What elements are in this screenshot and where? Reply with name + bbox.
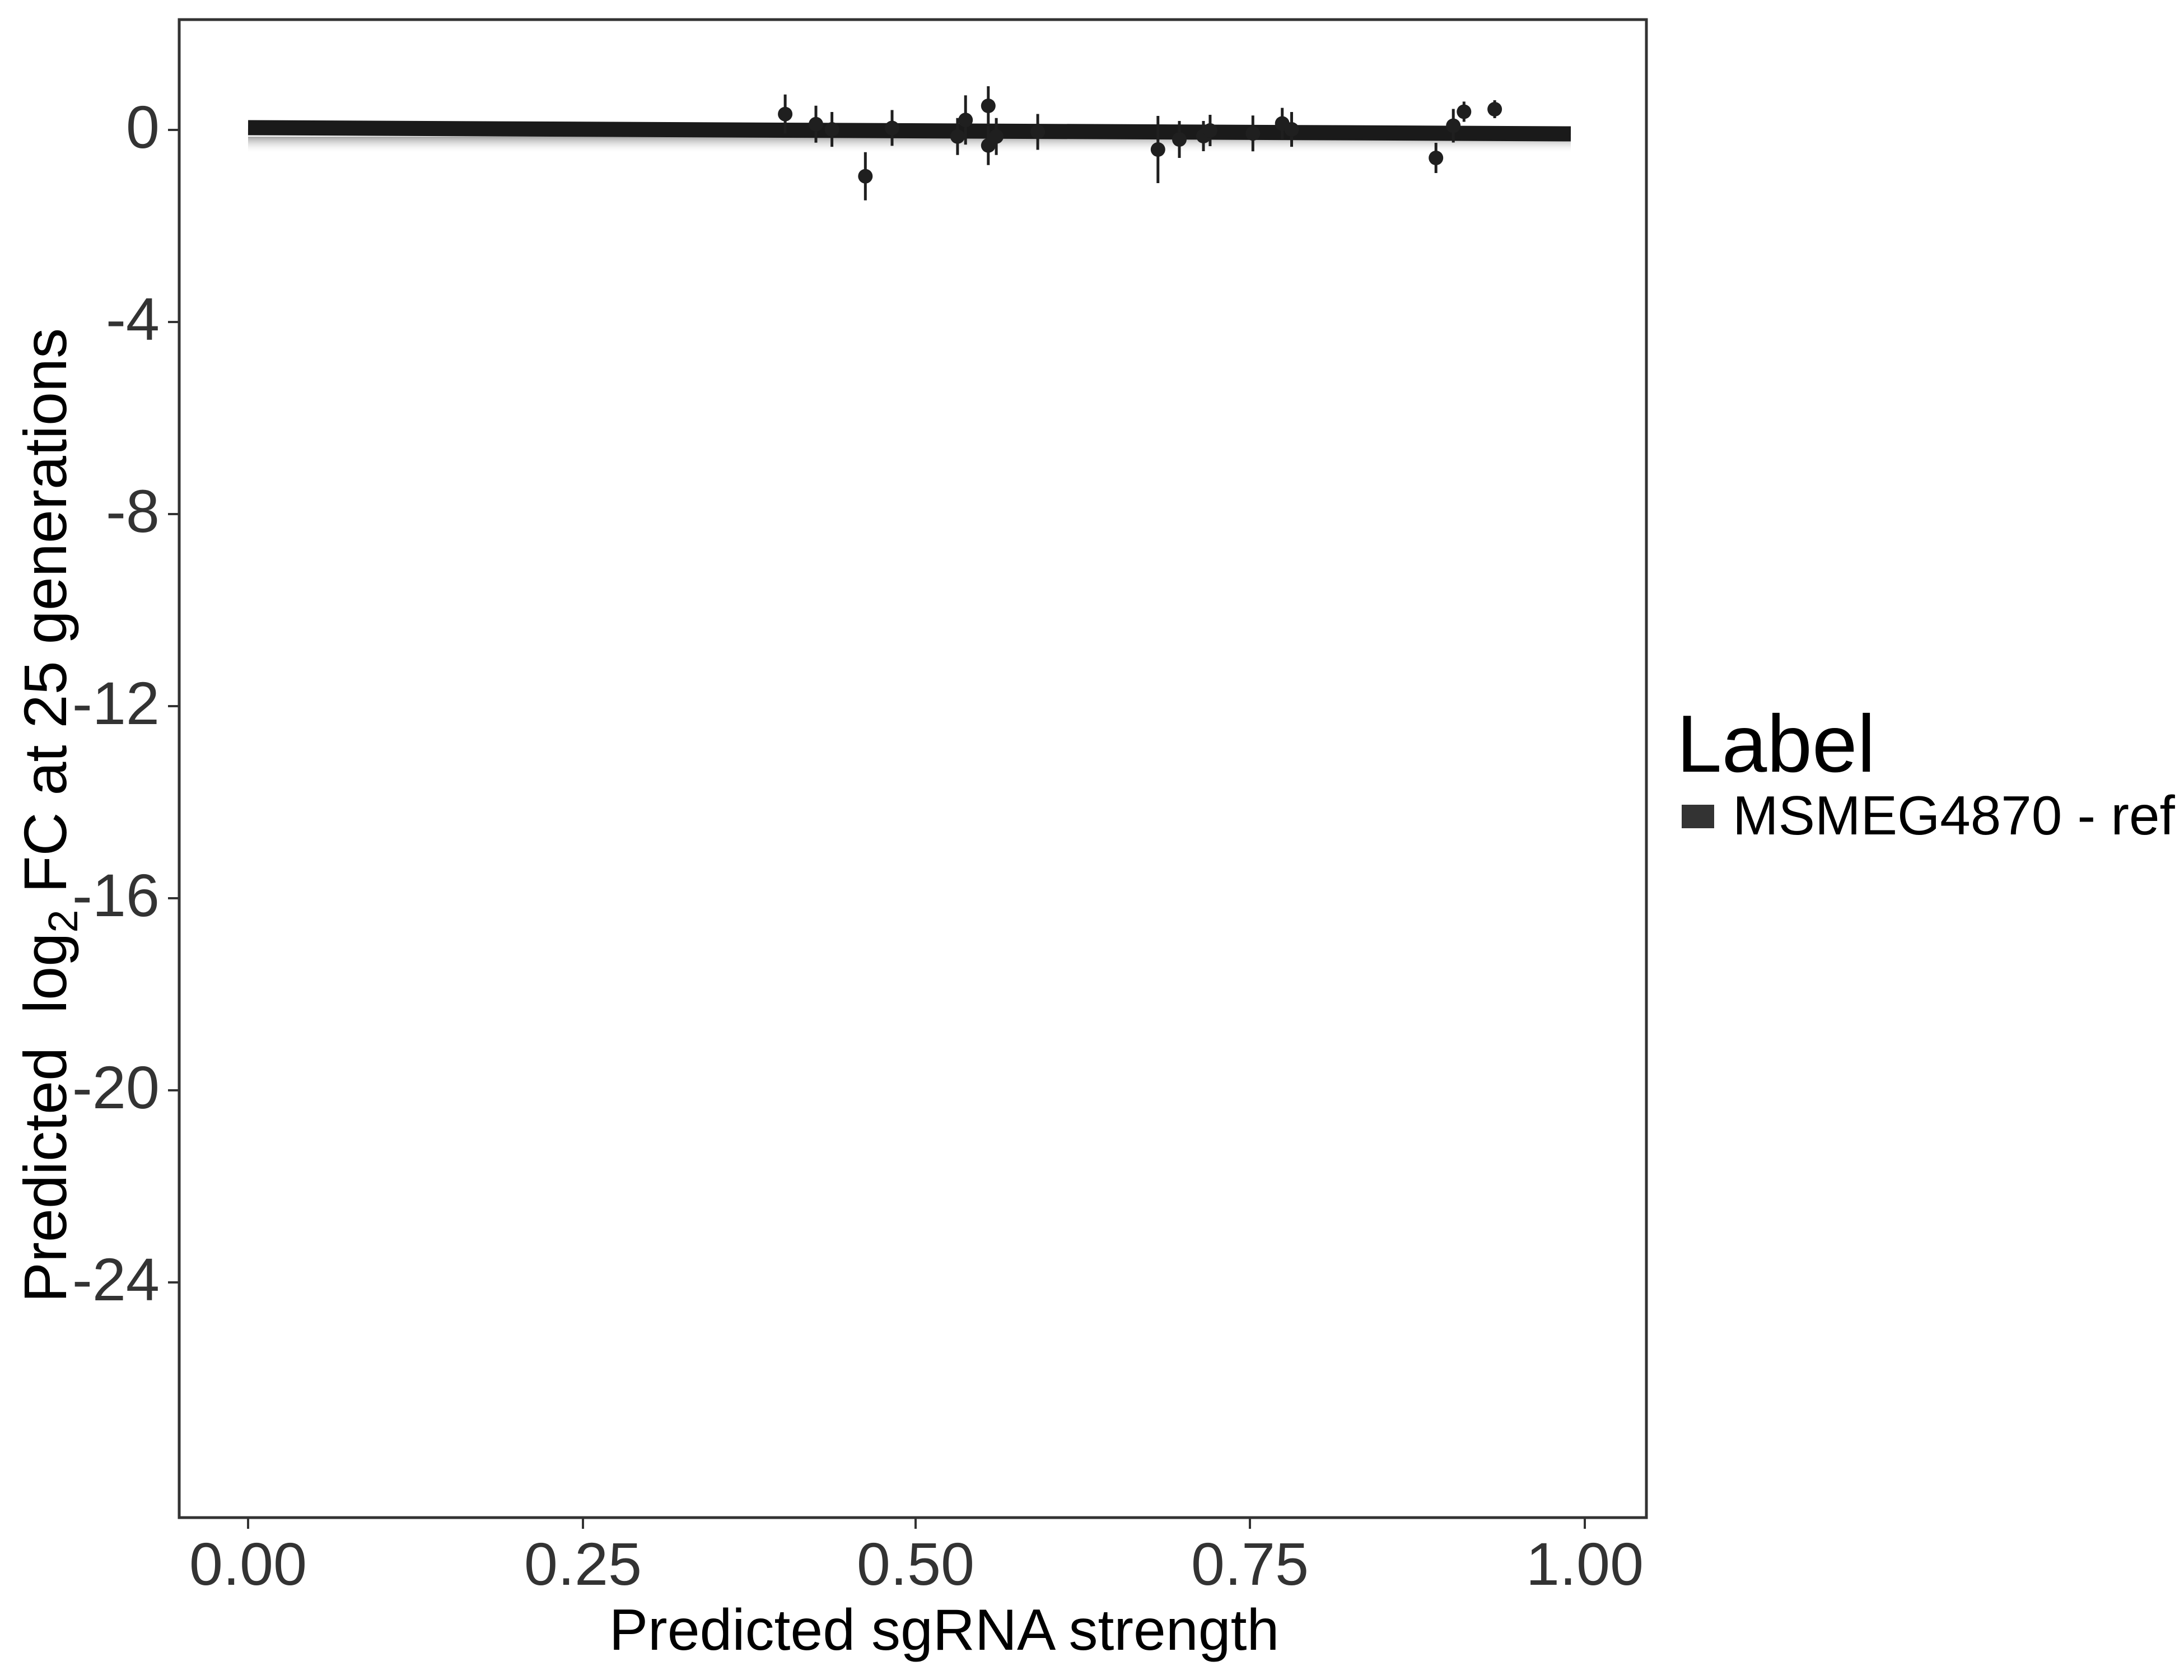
svg-text:0: 0 — [126, 93, 160, 161]
svg-text:Predicted sgRNA strength: Predicted sgRNA strength — [609, 1598, 1280, 1663]
svg-text:MSMEG4870 - ref: MSMEG4870 - ref — [1733, 785, 2175, 846]
svg-text:0.50: 0.50 — [857, 1530, 974, 1598]
svg-text:-8: -8 — [106, 477, 160, 545]
svg-text:Predicted log2 FC at 25 gener: Predicted log2 FC at 25 generations — [11, 328, 86, 1303]
svg-text:Label: Label — [1677, 698, 1875, 789]
svg-text:0.00: 0.00 — [189, 1530, 307, 1598]
svg-text:1.00: 1.00 — [1526, 1530, 1644, 1598]
svg-text:-4: -4 — [106, 285, 160, 353]
svg-text:0.25: 0.25 — [524, 1530, 642, 1598]
svg-text:-20: -20 — [72, 1053, 160, 1121]
svg-text:-12: -12 — [72, 669, 160, 737]
svg-text:-24: -24 — [72, 1245, 160, 1313]
svg-text:0.75: 0.75 — [1191, 1530, 1309, 1598]
